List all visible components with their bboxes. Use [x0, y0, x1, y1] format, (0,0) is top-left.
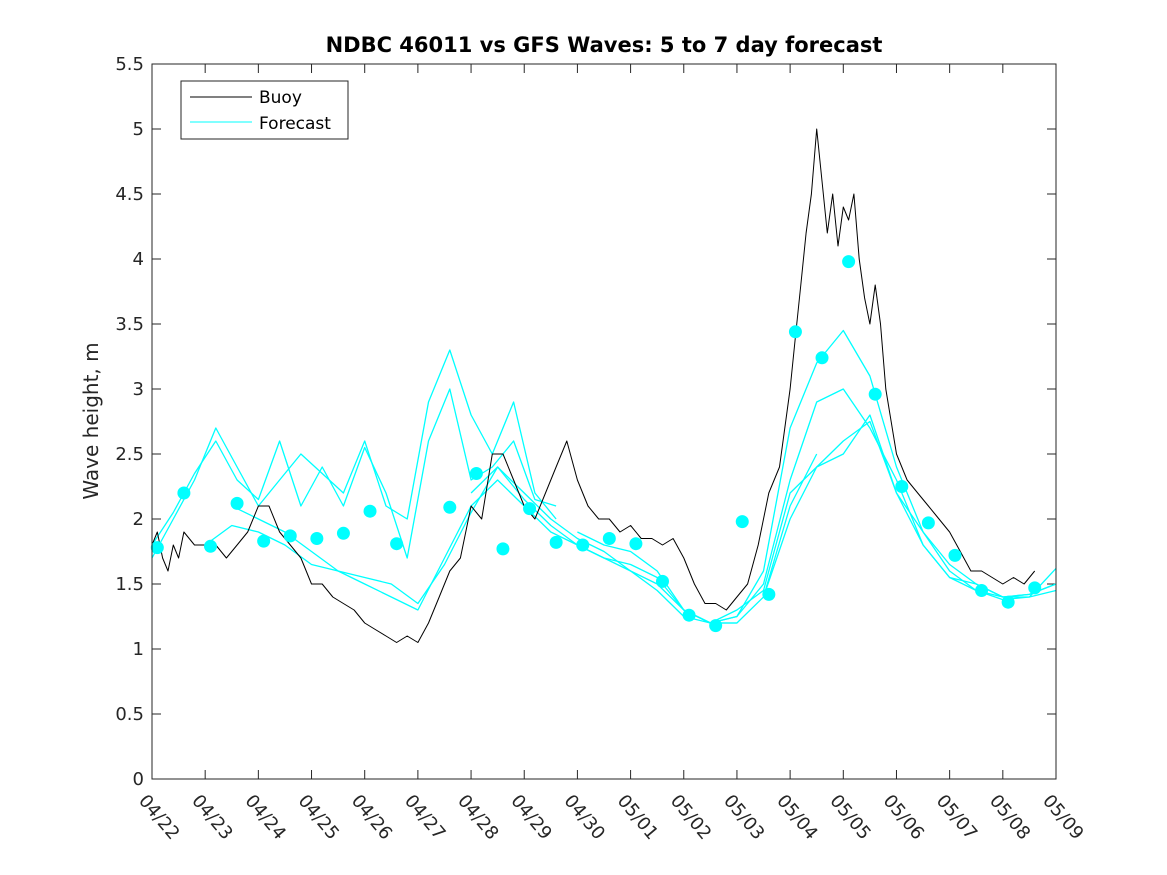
forecast-marker: [576, 538, 590, 552]
y-tick-label: 2.5: [115, 444, 144, 465]
forecast-series-line: [204, 466, 737, 624]
forecast-marker: [1001, 595, 1015, 609]
y-axis-label: Wave height, m: [79, 342, 103, 499]
forecast-marker: [788, 325, 802, 339]
forecast-marker: [549, 535, 563, 549]
forecast-marker: [257, 534, 271, 548]
y-tick-label: 4: [133, 249, 144, 270]
y-tick-label: 4.5: [115, 184, 144, 205]
y-tick-label: 0.5: [115, 704, 144, 725]
forecast-marker: [283, 529, 297, 543]
forecast-series-line: [470, 329, 1057, 624]
y-tick-label: 1: [133, 639, 144, 660]
forecast-marker: [948, 548, 962, 562]
forecast-marker: [868, 387, 882, 401]
forecast-marker: [523, 502, 537, 516]
forecast-marker: [1028, 581, 1042, 595]
forecast-marker: [150, 541, 164, 555]
legend-forecast-label: Forecast: [259, 114, 331, 134]
plot-frame: [151, 63, 1057, 780]
forecast-marker: [682, 608, 696, 622]
forecast-marker: [469, 467, 483, 480]
forecast-marker: [363, 504, 377, 518]
forecast-marker: [336, 526, 350, 540]
forecast-marker: [310, 532, 324, 545]
buoy-series-line: [151, 128, 1036, 643]
forecast-marker: [762, 587, 776, 601]
y-tick-label: 5.5: [115, 54, 144, 75]
legend: Buoy Forecast: [180, 80, 349, 140]
forecast-marker: [735, 515, 749, 529]
forecast-marker: [496, 542, 510, 556]
y-tick-label: 3.5: [115, 314, 144, 335]
forecast-marker: [842, 255, 856, 269]
legend-box: [180, 80, 349, 140]
y-tick-label: 1.5: [115, 574, 144, 595]
y-tick-label: 3: [133, 379, 144, 400]
y-tick-label: 2: [133, 509, 144, 530]
forecast-marker: [177, 486, 191, 500]
forecast-marker: [895, 480, 909, 493]
chart-title: NDBC 46011 vs GFS Waves: 5 to 7 day fore…: [326, 33, 883, 57]
forecast-series-line: [683, 420, 1057, 624]
forecast-marker: [390, 537, 404, 551]
forecast-series-line: [151, 349, 557, 559]
forecast-marker: [709, 619, 723, 633]
forecast-marker: [655, 574, 669, 588]
legend-buoy-label: Buoy: [259, 88, 302, 108]
forecast-marker: [815, 351, 829, 365]
y-tick-label: 5: [133, 119, 144, 140]
forecast-marker: [602, 532, 616, 545]
forecast-marker: [230, 496, 244, 510]
forecast-marker: [443, 500, 457, 514]
forecast-marker: [975, 584, 989, 597]
forecast-marker: [203, 539, 217, 553]
forecast-series-line: [151, 388, 557, 559]
forecast-marker: [629, 537, 643, 551]
y-tick-label: 0: [133, 769, 144, 790]
forecast-marker: [921, 516, 935, 530]
